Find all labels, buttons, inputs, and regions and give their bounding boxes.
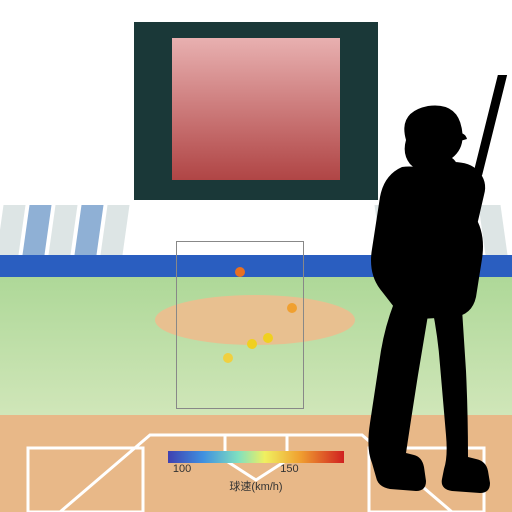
pitch-marker — [235, 267, 245, 277]
legend-gradient — [168, 451, 344, 463]
legend-ticks: 100 150 — [168, 463, 344, 477]
legend-tick: 100 — [173, 463, 191, 475]
speed-legend: 100 150 球速(km/h) — [168, 451, 344, 494]
batter-silhouette — [298, 75, 512, 495]
pitch-marker — [247, 339, 257, 349]
legend-label: 球速(km/h) — [168, 478, 344, 494]
pitch-marker — [287, 303, 297, 313]
pitch-marker — [263, 333, 273, 343]
baseball-pitch-chart: 100 150 球速(km/h) — [0, 0, 512, 512]
pitch-marker — [223, 353, 233, 363]
legend-tick: 150 — [280, 463, 298, 475]
